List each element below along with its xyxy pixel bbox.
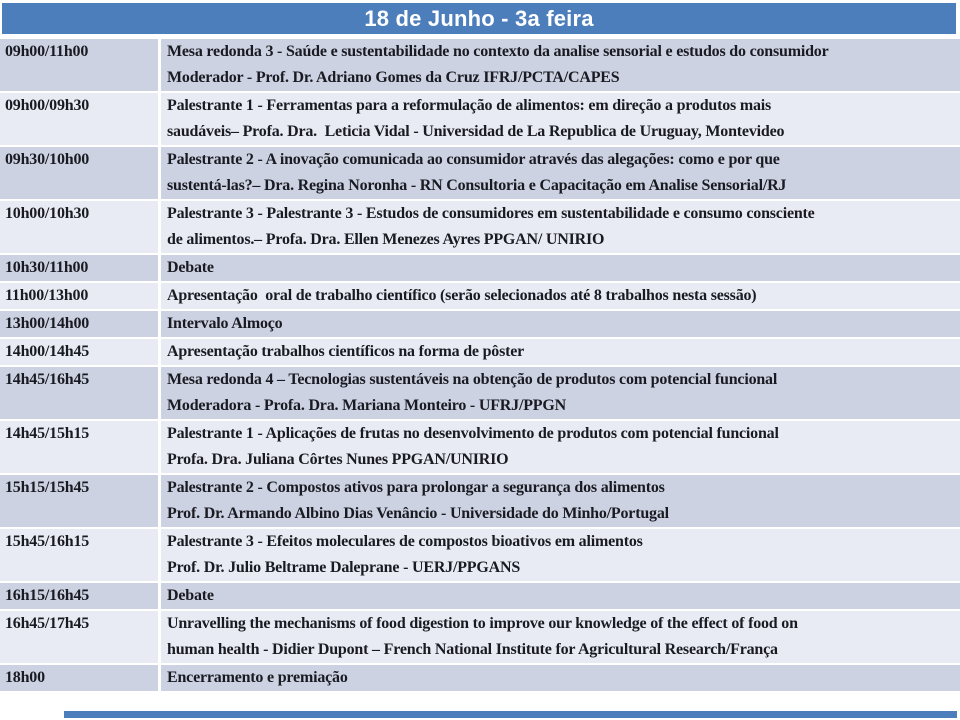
session-line: Debate [167, 259, 214, 276]
session-cell: Unravelling the mechanisms of food diges… [161, 611, 960, 663]
time-cell: 18h00 [0, 665, 158, 691]
session-line: de alimentos.– Profa. Dra. Ellen Menezes… [167, 231, 605, 248]
session-cell: Debate [161, 255, 960, 281]
session-line: Palestrante 2 - Compostos ativos para pr… [167, 479, 665, 496]
session-line: Palestrante 1 - Aplicações de frutas no … [167, 425, 779, 442]
session-cell: Apresentação oral de trabalho científico… [161, 283, 960, 309]
session-line: Palestrante 1 - Ferramentas para a refor… [167, 97, 772, 114]
time-cell: 14h00/14h45 [0, 339, 158, 365]
session-line: sustentá-las?– Dra. Regina Noronha - RN … [167, 177, 787, 194]
time-cell: 09h00/09h30 [0, 93, 158, 145]
session-cell: Palestrante 2 - Compostos ativos para pr… [161, 475, 960, 527]
table-row: 16h45/17h45 Unravelling the mechanisms o… [0, 611, 960, 663]
time-cell: 16h15/16h45 [0, 583, 158, 609]
table-row: 13h00/14h00 Intervalo Almoço [0, 311, 960, 337]
table-row: 14h45/16h45 Mesa redonda 4 – Tecnologias… [0, 367, 960, 419]
table-row: 14h45/15h15 Palestrante 1 - Aplicações d… [0, 421, 960, 473]
time-cell: 13h00/14h00 [0, 311, 158, 337]
table-row: 09h30/10h00 Palestrante 2 - A inovação c… [0, 147, 960, 199]
session-line: Moderadora - Profa. Dra. Mariana Monteir… [167, 397, 566, 414]
time-cell: 10h30/11h00 [0, 255, 158, 281]
table-row: 10h30/11h00 Debate [0, 255, 960, 281]
session-line: Moderador - Prof. Dr. Adriano Gomes da C… [167, 69, 620, 86]
session-cell: Encerramento e premiação [161, 665, 960, 691]
session-cell: Apresentação trabalhos científicos na fo… [161, 339, 960, 365]
time-cell: 15h15/15h45 [0, 475, 158, 527]
session-line: Prof. Dr. Armando Albino Dias Venâncio -… [167, 505, 669, 522]
session-line: Palestrante 3 - Efeitos moleculares de c… [167, 533, 643, 550]
next-slide-header-sliver [64, 711, 957, 718]
time-cell: 09h00/11h00 [0, 39, 158, 91]
time-cell: 09h30/10h00 [0, 147, 158, 199]
session-cell: Intervalo Almoço [161, 311, 960, 337]
time-cell: 16h45/17h45 [0, 611, 158, 663]
session-line: Mesa redonda 3 - Saúde e sustentabilidad… [167, 43, 829, 60]
session-line: saudáveis– Profa. Dra. Leticia Vidal - U… [167, 123, 785, 140]
session-cell: Palestrante 2 - A inovação comunicada ao… [161, 147, 960, 199]
table-row: 09h00/09h30 Palestrante 1 - Ferramentas … [0, 93, 960, 145]
session-cell: Debate [161, 583, 960, 609]
session-cell: Palestrante 3 - Efeitos moleculares de c… [161, 529, 960, 581]
session-cell: Palestrante 1 - Aplicações de frutas no … [161, 421, 960, 473]
table-row: 15h15/15h45 Palestrante 2 - Compostos at… [0, 475, 960, 527]
time-cell: 14h45/15h15 [0, 421, 158, 473]
session-line: Palestrante 2 - A inovação comunicada ao… [167, 151, 780, 168]
session-line: Profa. Dra. Juliana Côrtes Nunes PPGAN/U… [167, 451, 509, 468]
session-line: Debate [167, 587, 214, 604]
table-row: 16h15/16h45 Debate [0, 583, 960, 609]
time-cell: 15h45/16h15 [0, 529, 158, 581]
table-row: 18h00 Encerramento e premiação [0, 665, 960, 691]
session-cell: Mesa redonda 4 – Tecnologias sustentávei… [161, 367, 960, 419]
time-cell: 10h00/10h30 [0, 201, 158, 253]
table-row: 11h00/13h00 Apresentação oral de trabalh… [0, 283, 960, 309]
session-cell: Mesa redonda 3 - Saúde e sustentabilidad… [161, 39, 960, 91]
session-line: Apresentação oral de trabalho científico… [167, 287, 757, 304]
page-title: 18 de Junho - 3a feira [2, 3, 956, 34]
schedule-table: 09h00/11h00 Mesa redonda 3 - Saúde e sus… [0, 39, 960, 693]
session-line: human health - Didier Dupont – French Na… [167, 641, 778, 658]
time-cell: 14h45/16h45 [0, 367, 158, 419]
table-row: 15h45/16h15 Palestrante 3 - Efeitos mole… [0, 529, 960, 581]
session-line: Intervalo Almoço [167, 315, 283, 332]
time-cell: 11h00/13h00 [0, 283, 158, 309]
session-line: Apresentação trabalhos científicos na fo… [167, 343, 525, 360]
session-line: Mesa redonda 4 – Tecnologias sustentávei… [167, 371, 778, 388]
session-line: Unravelling the mechanisms of food diges… [167, 615, 798, 632]
table-row: 10h00/10h30 Palestrante 3 - Palestrante … [0, 201, 960, 253]
session-line: Encerramento e premiação [167, 669, 348, 686]
session-cell: Palestrante 3 - Palestrante 3 - Estudos … [161, 201, 960, 253]
table-row: 14h00/14h45 Apresentação trabalhos cient… [0, 339, 960, 365]
session-line: Prof. Dr. Julio Beltrame Daleprane - UER… [167, 559, 521, 576]
session-line: Palestrante 3 - Palestrante 3 - Estudos … [167, 205, 815, 222]
table-row: 09h00/11h00 Mesa redonda 3 - Saúde e sus… [0, 39, 960, 91]
session-cell: Palestrante 1 - Ferramentas para a refor… [161, 93, 960, 145]
